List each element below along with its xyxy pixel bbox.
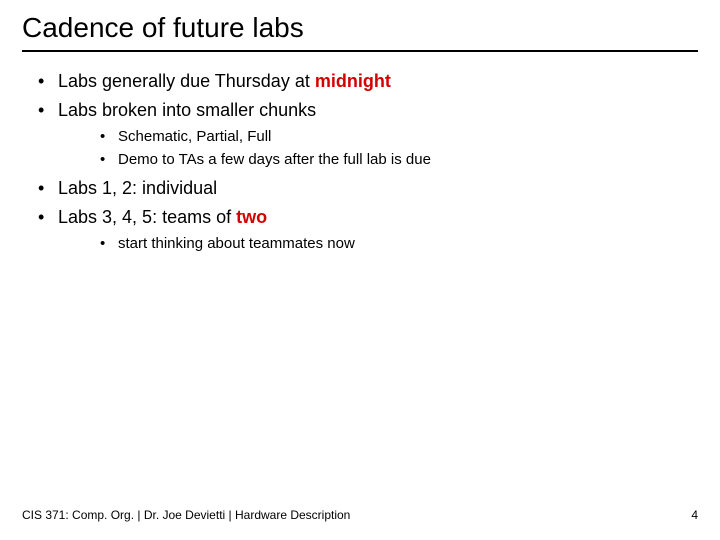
bullet-2-text: Labs broken into smaller chunks [58,100,316,120]
bullet-2a: Schematic, Partial, Full [58,126,698,149]
bullet-2-sublist: Schematic, Partial, Full Demo to TAs a f… [58,126,698,171]
page-number: 4 [691,508,698,522]
bullet-4-sublist: start thinking about teammates now [58,233,698,256]
bullet-4a: start thinking about teammates now [58,233,698,256]
bullet-1-text: Labs generally due Thursday at [58,71,315,91]
bullet-2: Labs broken into smaller chunks Schemati… [22,97,698,171]
slide: Cadence of future labs Labs generally du… [0,0,720,540]
bullet-3: Labs 1, 2: individual [22,175,698,202]
bullet-4-text: Labs 3, 4, 5: teams of [58,207,236,227]
bullet-list: Labs generally due Thursday at midnight … [22,68,698,256]
bullet-4: Labs 3, 4, 5: teams of two start thinkin… [22,204,698,256]
footer-left: CIS 371: Comp. Org. | Dr. Joe Devietti |… [22,508,350,522]
footer: CIS 371: Comp. Org. | Dr. Joe Devietti |… [22,508,698,522]
slide-title: Cadence of future labs [22,12,698,52]
bullet-1: Labs generally due Thursday at midnight [22,68,698,95]
bullet-1-emphasis: midnight [315,71,391,91]
bullet-4-emphasis: two [236,207,267,227]
bullet-2b: Demo to TAs a few days after the full la… [58,149,698,172]
